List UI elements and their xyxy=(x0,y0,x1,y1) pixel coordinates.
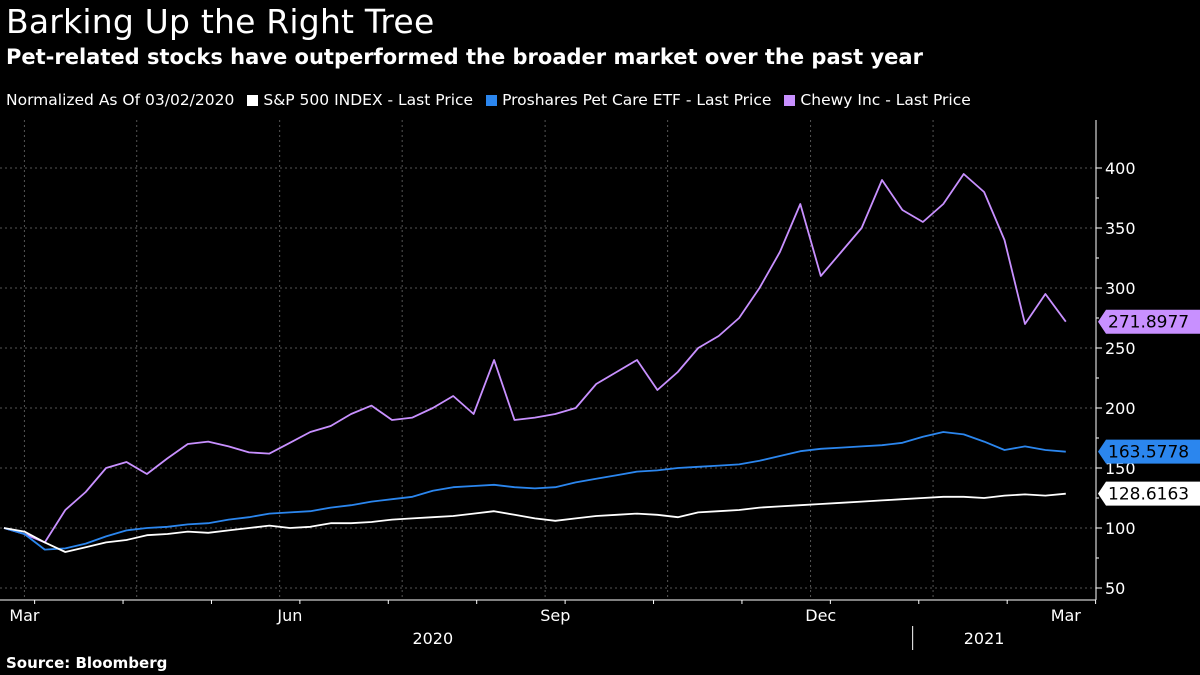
legend-label-sp500: S&P 500 INDEX - Last Price xyxy=(263,91,474,109)
year-label-0: 2020 xyxy=(412,629,453,648)
chart-subtitle: Pet-related stocks have outperformed the… xyxy=(6,45,923,69)
series-line-chewy xyxy=(3,173,1067,544)
last-value-badge-sp500 xyxy=(1098,481,1200,506)
y-tick-label-100: 100 xyxy=(1105,519,1136,538)
x-tick-label-2: Sep xyxy=(540,606,570,625)
x-tick-label-3: Dec xyxy=(805,606,836,625)
legend-swatch-petcare xyxy=(486,94,498,106)
legend-normalization-label: Normalized As Of 03/02/2020 xyxy=(6,91,235,109)
legend-label-petcare: Proshares Pet Care ETF - Last Price xyxy=(502,91,772,109)
y-tick-label-150: 150 xyxy=(1105,459,1136,478)
x-tick-label-4: Mar xyxy=(1051,606,1082,625)
y-tick-label-350: 350 xyxy=(1105,219,1136,238)
last-value-label-chewy: 271.8977 xyxy=(1108,313,1189,333)
last-value-badge-chewy xyxy=(1098,309,1200,334)
last-value-badge-petcare xyxy=(1098,439,1200,464)
y-tick-label-300: 300 xyxy=(1105,279,1136,298)
y-tick-label-250: 250 xyxy=(1105,339,1136,358)
series-line-petcare xyxy=(3,431,1066,551)
legend-swatch-chewy xyxy=(784,94,796,106)
x-tick-label-1: Jun xyxy=(276,606,302,625)
legend-swatch-sp500 xyxy=(247,94,259,106)
x-tick-label-0: Mar xyxy=(9,606,40,625)
legend-item-sp500: S&P 500 INDEX - Last Price xyxy=(247,91,473,109)
series-line-sp500 xyxy=(3,492,1066,553)
last-value-label-petcare: 163.5778 xyxy=(1108,443,1189,463)
y-tick-label-200: 200 xyxy=(1105,399,1136,418)
y-tick-label-50: 50 xyxy=(1105,579,1125,598)
last-value-label-sp500: 128.6163 xyxy=(1108,485,1189,505)
legend-item-petcare: Proshares Pet Care ETF - Last Price xyxy=(486,91,771,109)
legend: Normalized As Of 03/02/2020 S&P 500 INDE… xyxy=(6,91,984,109)
legend-label-chewy: Chewy Inc - Last Price xyxy=(800,91,971,109)
y-tick-label-400: 400 xyxy=(1105,159,1136,178)
legend-normalization: Normalized As Of 03/02/2020 xyxy=(6,91,234,109)
year-label-1: 2021 xyxy=(964,629,1005,648)
source-note: Source: Bloomberg xyxy=(6,654,168,672)
legend-item-chewy: Chewy Inc - Last Price xyxy=(784,91,971,109)
chart-title: Barking Up the Right Tree xyxy=(6,2,435,41)
